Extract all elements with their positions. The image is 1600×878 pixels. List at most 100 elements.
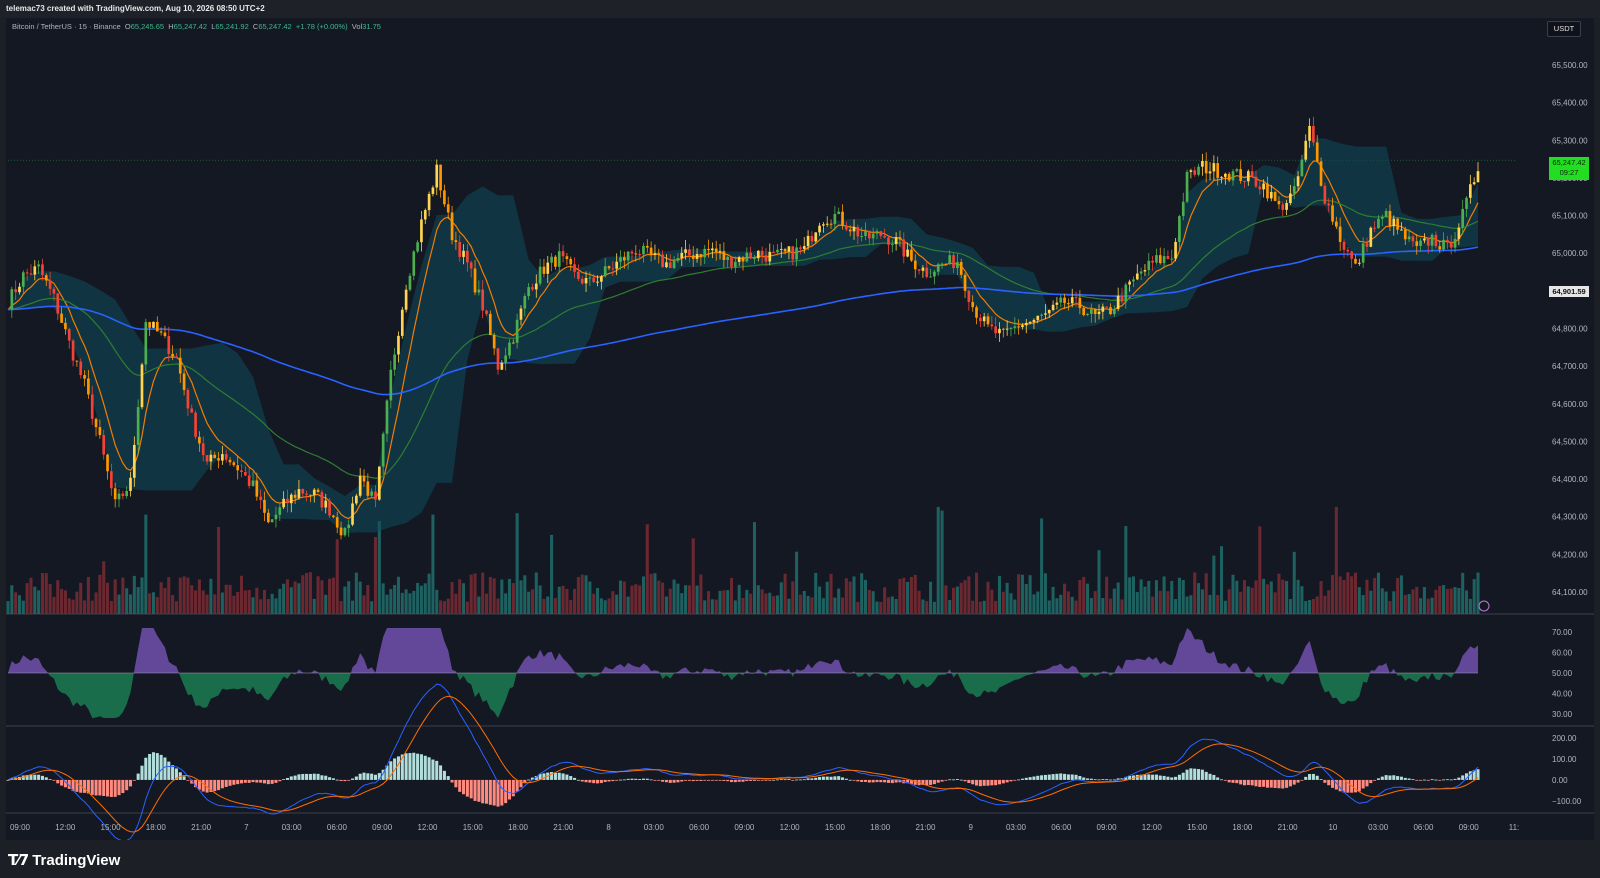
macd-histogram-bar: [324, 775, 328, 780]
volume-bar: [1464, 590, 1469, 614]
macd-histogram-bar: [56, 779, 60, 784]
volume-bar: [400, 592, 404, 614]
symbol-legend: Bitcoin / TetherUS · 15 · Binance O65,24…: [12, 22, 381, 31]
macd-histogram-bar: [1185, 769, 1189, 780]
candle-body: [1407, 236, 1411, 240]
macd-histogram-bar: [1331, 779, 1335, 788]
candle-body: [477, 289, 481, 293]
volume-bar: [852, 576, 856, 614]
candle-body: [52, 288, 56, 294]
volume-bar: [1020, 574, 1024, 614]
rsi-fill-up: [8, 628, 1478, 673]
currency-unit-button[interactable]: USDT: [1547, 21, 1581, 37]
macd-histogram-bar: [1242, 779, 1247, 786]
candle-body: [377, 466, 381, 500]
macd-histogram-bar: [1227, 779, 1231, 783]
volume-bar: [492, 578, 496, 614]
macd-histogram-bar: [125, 779, 129, 791]
macd-histogram-bar: [940, 779, 944, 782]
macd-histogram-bar: [431, 759, 435, 780]
candle-body: [416, 242, 419, 252]
candle-body: [515, 319, 519, 343]
candle-body: [1357, 262, 1361, 264]
volume-bar: [507, 578, 512, 614]
volume-bar: [515, 513, 519, 614]
macd-histogram-bar: [936, 779, 940, 783]
candle-body: [695, 254, 699, 259]
volume-bar: [599, 598, 603, 614]
candle-body: [902, 239, 906, 257]
candle-body: [856, 227, 860, 237]
candle-body: [596, 281, 599, 283]
volume-bar: [439, 600, 443, 614]
candle-body: [37, 264, 40, 267]
price-tick-label: 64,400.00: [1552, 475, 1588, 484]
volume-bar: [1449, 588, 1453, 614]
candle-body: [1411, 236, 1415, 242]
candle-body: [148, 322, 151, 328]
macd-histogram-bar: [1384, 775, 1388, 780]
price-tick-label: 64,300.00: [1552, 513, 1588, 522]
candle-body: [155, 321, 159, 332]
volume-bar: [1258, 526, 1262, 614]
macd-histogram-bar: [243, 779, 247, 783]
candle-body: [688, 249, 691, 256]
candle-body: [768, 251, 772, 262]
candle-body: [867, 230, 871, 239]
macd-histogram-bar: [1166, 776, 1170, 780]
candle-body: [1415, 241, 1419, 247]
candle-body: [1373, 227, 1376, 229]
macd-histogram-bar: [1292, 779, 1296, 785]
macd-histogram-bar: [86, 779, 90, 794]
candle-body: [638, 253, 641, 255]
macd-histogram-bar: [377, 773, 381, 780]
tradingview-logo[interactable]: T⁄7 TradingView: [8, 851, 120, 869]
volume-bar: [163, 587, 167, 614]
macd-histogram-bar: [1380, 776, 1384, 780]
candle-body: [1346, 249, 1350, 252]
macd-histogram-bar: [106, 779, 110, 797]
volume-bar: [1426, 598, 1430, 614]
macd-histogram-bar: [40, 775, 44, 780]
volume-bar: [1311, 598, 1315, 614]
macd-histogram-bar: [1009, 779, 1013, 782]
macd-histogram-bar: [366, 773, 370, 780]
macd-histogram-bar: [1105, 779, 1109, 780]
candle-body: [320, 492, 324, 508]
rsi-panel: [8, 628, 1478, 718]
volume-bar: [389, 589, 393, 614]
candle-body: [730, 256, 733, 267]
volume-bar: [113, 579, 117, 614]
volume-bar: [1070, 596, 1074, 614]
volume-bar: [21, 600, 25, 614]
close-label: C: [252, 22, 259, 31]
macd-histogram-bar: [664, 779, 668, 783]
candle-body: [1400, 229, 1403, 231]
candle-body: [355, 495, 358, 504]
macd-histogram-bar: [818, 777, 822, 780]
macd-histogram-bar: [990, 779, 994, 786]
volume-bar: [538, 585, 542, 614]
volume-bar: [1074, 600, 1078, 614]
candle-body: [910, 249, 913, 261]
candle-body: [60, 313, 63, 323]
candle-body: [10, 289, 14, 310]
candle-body: [1369, 227, 1373, 247]
volume-bar: [1139, 579, 1143, 614]
macd-histogram-bar: [477, 779, 481, 802]
candle-body: [1112, 308, 1116, 315]
price-chart[interactable]: 65,500.0065,400.0065,300.0065,200.0065,1…: [6, 18, 1594, 840]
volume-bar: [1105, 576, 1109, 614]
candle-body: [837, 211, 841, 214]
macd-histogram-bar: [841, 777, 845, 780]
candle-body: [301, 489, 305, 494]
macd-histogram-bar: [1208, 773, 1212, 780]
candle-body: [1086, 313, 1089, 316]
macd-histogram-bar: [285, 778, 289, 780]
macd-histogram-bar: [948, 779, 952, 781]
candle-body: [799, 247, 802, 249]
candle-body: [603, 266, 607, 277]
candle-body: [956, 262, 959, 269]
macd-histogram-bar: [1315, 775, 1319, 780]
volume-bar: [974, 572, 979, 614]
